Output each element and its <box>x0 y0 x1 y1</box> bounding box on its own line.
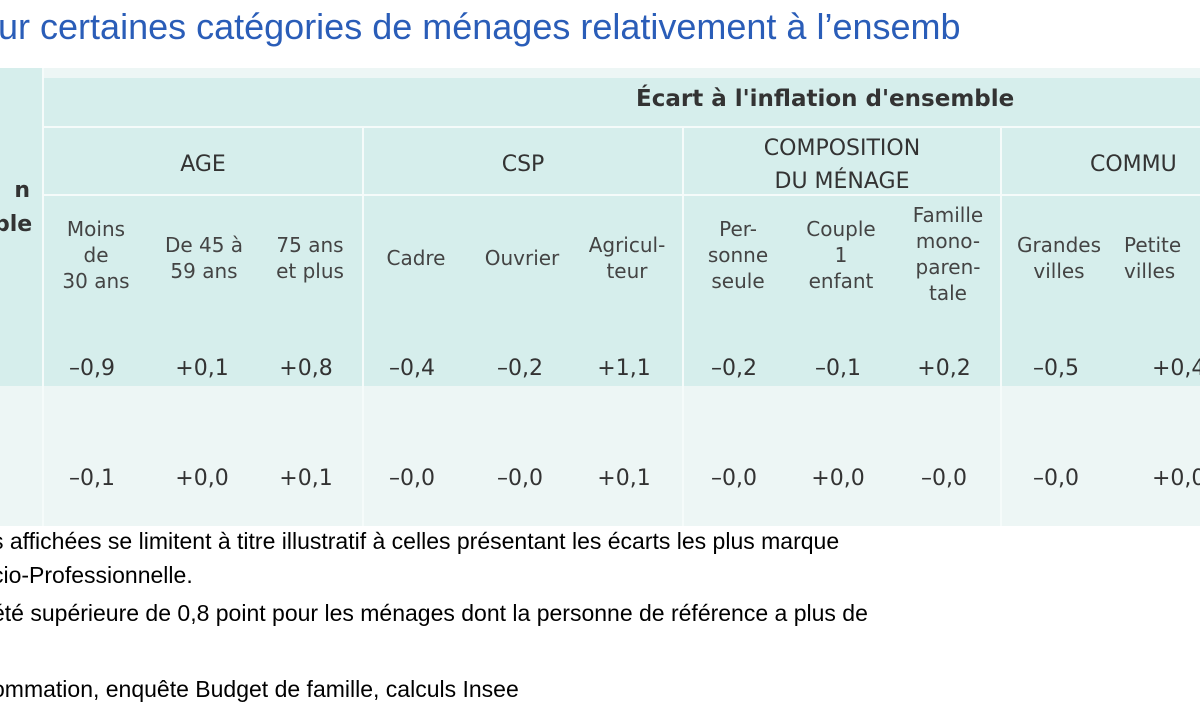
column-header: Cadre <box>386 246 446 270</box>
group-header-composition: COMPOSITION DU MÉNAGE <box>763 136 921 194</box>
table-cell: +0,4 <box>1152 356 1200 381</box>
column-header: Couple 1 enfant <box>806 217 876 293</box>
column-header: Agricul- teur <box>588 233 666 283</box>
table-cell: +0,0 <box>811 466 865 491</box>
table-cell: –0,5 <box>1033 356 1079 381</box>
table-left-header: n ble <box>0 68 42 378</box>
table-cell: –0,9 <box>69 356 115 381</box>
column-header: Famille mono- paren- tale <box>912 203 984 305</box>
table-cell: +0,1 <box>279 466 333 491</box>
table-cell: +0,0 <box>1152 466 1200 491</box>
row-divider <box>44 194 1200 196</box>
inflation-table: n ble Écart à l'inflation d'ensemble AGE… <box>0 68 1200 526</box>
column-header: Ouvrier <box>484 246 560 270</box>
column-header: Petite villes <box>1124 233 1182 283</box>
column-header: Moins de 30 ans <box>62 217 130 293</box>
table-cell: –0,1 <box>815 356 861 381</box>
table-cell: +0,0 <box>175 466 229 491</box>
column-divider <box>682 128 684 526</box>
table-cell: –0,1 <box>69 466 115 491</box>
group-header-age: AGE <box>180 152 226 177</box>
super-header: Écart à l'inflation d'ensemble <box>636 86 1015 112</box>
footnote: s affichées se limitent à titre illustra… <box>0 528 840 554</box>
table-cell: +0,8 <box>279 356 333 381</box>
row-divider <box>44 126 1200 128</box>
table-cell: –0,0 <box>711 466 757 491</box>
table-cell: +1,1 <box>597 356 651 381</box>
table-cell: –0,0 <box>1033 466 1079 491</box>
column-divider <box>42 68 44 526</box>
table-cell: –0,2 <box>497 356 543 381</box>
table-cell: –0,0 <box>921 466 967 491</box>
table-cell: +0,2 <box>917 356 971 381</box>
group-header-csp: CSP <box>501 152 545 177</box>
page-title: our certaines catégories de ménages rela… <box>0 6 961 47</box>
table-cell: –0,0 <box>389 466 435 491</box>
group-header-commune: COMMU <box>1090 152 1177 177</box>
column-divider <box>362 128 364 526</box>
column-header: Per- sonne seule <box>707 217 769 293</box>
column-header: 75 ans et plus <box>276 233 344 283</box>
footnote: cio-Professionnelle. <box>0 562 193 588</box>
source-note: ommation, enquête Budget de famille, cal… <box>0 676 519 702</box>
column-header: De 45 à 59 ans <box>164 233 244 283</box>
column-divider <box>1000 128 1002 526</box>
table-cell: –0,4 <box>389 356 435 381</box>
left-header-label: n ble <box>0 178 33 237</box>
table-cell: +0,1 <box>175 356 229 381</box>
column-header: Grandes villes <box>1016 233 1102 283</box>
footnote: été supérieure de 0,8 point pour les mén… <box>0 600 868 626</box>
table-cell: –0,0 <box>497 466 543 491</box>
table-cell: +0,1 <box>597 466 651 491</box>
table-cell: –0,2 <box>711 356 757 381</box>
